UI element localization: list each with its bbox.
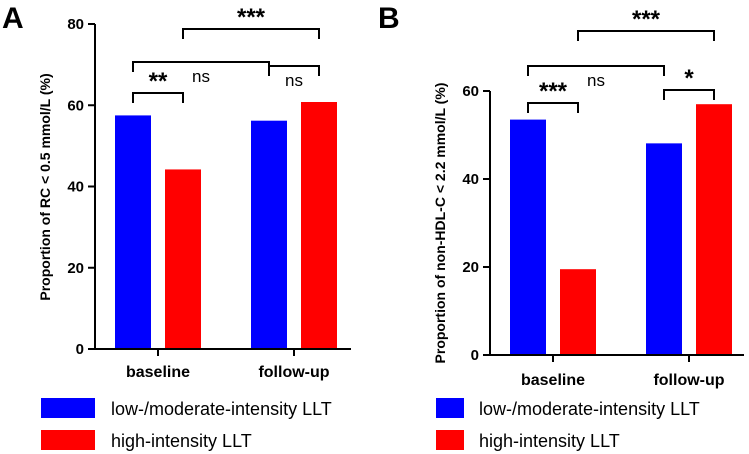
legend-swatch-high xyxy=(41,430,95,450)
panel-a-category-label: baseline xyxy=(126,364,190,381)
panel-a-y-tick-label: 60 xyxy=(67,97,84,114)
panel-a-letter: A xyxy=(2,2,24,35)
panel-b-y-tick-label: 20 xyxy=(462,259,479,276)
panel-b-significance-bracket xyxy=(527,65,665,76)
legend-label-low-moderate: low-/moderate-intensity LLT xyxy=(479,399,700,419)
panel-a-significance-label: ns xyxy=(285,71,303,90)
panel-b-bar-low-moderate xyxy=(646,143,682,354)
panel-a-y-tick-label: 80 xyxy=(67,16,84,33)
panel-a-plot-area: 0 20 40 60 80 baseline follow-up ** ns ns *** xyxy=(67,4,351,381)
panel-a-bar-high xyxy=(165,169,201,348)
legend-swatch-high xyxy=(436,430,464,450)
panel-a: A Proportion of RC < 0.5 mmol/L (%) 0 20 4… xyxy=(2,2,351,381)
legend-label-low-moderate: low-/moderate-intensity LLT xyxy=(111,399,332,419)
panel-a-significance-label: ns xyxy=(192,67,210,86)
panel-b-bar-high xyxy=(560,269,596,354)
panel-b-y-tick-label: 40 xyxy=(462,171,479,188)
panel-b-significance-bracket xyxy=(663,89,715,100)
panel-a-bar-low-moderate xyxy=(115,115,151,348)
legend-label-high: high-intensity LLT xyxy=(111,431,252,451)
panel-b-significance-label: *** xyxy=(539,78,568,105)
panel-a-significance-bracket xyxy=(132,92,184,103)
panel-b-y-tick-label: 60 xyxy=(462,83,479,100)
panel-b-category-label: follow-up xyxy=(653,372,724,389)
panel-b-significance-label: * xyxy=(684,65,694,92)
panel-b-significance-bracket xyxy=(577,30,715,41)
panel-a-legend: low-/moderate-intensity LLT high-intensi… xyxy=(41,398,332,451)
legend-swatch-low-moderate xyxy=(41,398,95,418)
panel-a-significance-bracket xyxy=(182,28,320,39)
panel-a-y-axis-label: Proportion of RC < 0.5 mmol/L (%) xyxy=(37,73,53,300)
panel-b-significance-label: ns xyxy=(587,71,605,90)
panel-a-significance-label: ** xyxy=(149,68,168,95)
panel-a-bar-high xyxy=(301,102,337,348)
panel-b-y-tick-label: 0 xyxy=(471,347,479,364)
panel-b-significance-bracket xyxy=(527,102,579,113)
panel-b: B Proportion of non-HDL-C < 2.2 mmol/L (… xyxy=(378,2,744,389)
panel-a-significance-label: *** xyxy=(237,4,266,31)
panel-a-y-tick-label: 20 xyxy=(67,260,84,277)
panel-b-legend: low-/moderate-intensity LLT high-intensi… xyxy=(436,398,700,451)
panel-a-y-tick-label: 40 xyxy=(67,179,84,196)
panel-b-letter: B xyxy=(378,2,400,35)
legend-label-high: high-intensity LLT xyxy=(479,431,620,451)
panel-b-bar-low-moderate xyxy=(510,119,546,354)
panel-b-bar-high xyxy=(696,104,732,354)
panel-a-bar-low-moderate xyxy=(251,120,287,348)
panel-b-significance-label: *** xyxy=(632,6,661,33)
legend-swatch-low-moderate xyxy=(436,398,464,418)
panel-b-y-axis-label: Proportion of non-HDL-C < 2.2 mmol/L (%) xyxy=(432,83,448,364)
panel-b-category-label: baseline xyxy=(521,372,585,389)
panel-a-category-label: follow-up xyxy=(258,364,329,381)
panel-a-y-tick-label: 0 xyxy=(76,341,84,358)
panel-a-significance-bracket xyxy=(132,61,270,72)
